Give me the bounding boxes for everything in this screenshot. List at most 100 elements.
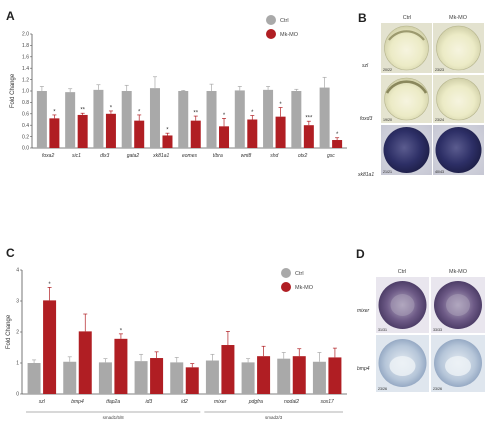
bar [312,361,326,394]
bar [134,120,145,148]
bar [98,362,112,394]
x-tick-label: tfap2a [106,399,120,405]
significance-marker: * [251,110,254,116]
x-tick-label: foxa2 [42,153,54,159]
embryo-count: 23/23 [435,68,444,72]
significance-marker: * [138,109,141,115]
x-tick-label: otx2 [298,153,308,159]
x-tick-label: xk81a1 [152,153,169,159]
group-label: smad2/3 [265,415,283,420]
embryo-count: 23/26 [433,387,442,391]
significance-marker: * [166,128,169,134]
bar [27,363,41,394]
y-tick-label: 1 [16,361,19,367]
embryo-count: 31/31 [378,328,387,332]
embryo-image: 23/24 [433,75,484,123]
x-tick-label: bmp4 [71,399,84,405]
bar [178,91,189,148]
bar [105,113,116,148]
col-label-mk-mo: Mk-MO [449,269,468,275]
panel-letter-d: D [356,247,365,261]
significance-marker: * [279,102,282,108]
bar [93,89,104,148]
bar [319,87,330,148]
x-tick-label: shd [270,153,278,159]
bar [247,119,258,148]
embryo-count: 33/33 [433,328,442,332]
y-tick-label: 3 [16,299,19,305]
x-tick-label: gsc [327,153,335,159]
panel-letter-b: B [358,11,367,25]
legend-label: Mk-MO [295,285,314,291]
bar [332,140,343,148]
y-axis-label: Fold Change [10,73,16,108]
bar [221,345,235,394]
bar [65,92,76,148]
bar [234,90,245,148]
bar [277,358,291,394]
legend-marker [281,268,291,278]
x-tick-label: sic1 [72,153,81,159]
bar [149,88,160,148]
y-tick-label: 1.0 [22,89,29,95]
bar [49,118,60,148]
embryo-count: 23/24 [435,118,444,122]
y-axis-label: Fold Change [6,314,12,349]
x-tick-label: eomes [182,153,198,159]
bar [275,116,286,148]
row-label-bmp4: bmp4 [357,366,370,372]
significance-marker: ** [80,108,85,114]
legend-marker [266,15,276,25]
bar [206,91,217,148]
chart-panel-a: 0.0 0.2 0.4 0.6 0.8 1.0 1.2 1.4 1.6 1.8 2.0 Fold Ch… [10,15,347,159]
embryo-image: 23/23 [433,23,484,73]
y-tick-label: 1.8 [22,43,29,49]
bar [292,356,306,394]
bar [190,120,201,148]
x-tick-label: mixer [214,399,227,405]
y-tick-label: 0.0 [22,146,29,152]
embryo-count: 40/43 [435,170,444,174]
col-label-ctrl: Ctrl [398,269,407,275]
x-tick-label: id2 [181,399,188,405]
bar [78,331,92,394]
row-label-xk81a1: xk81a1 [357,172,374,178]
y-tick-label: 1.4 [22,66,29,72]
embryo-image: 20/22 [381,23,432,73]
bar [150,358,164,394]
embryo-image: 33/33 [431,277,485,333]
in-situ-panel-b: Ctrl Mk-MO szl foxd3 xk81a1 20/22 23/23 … [357,15,484,178]
y-tick-label: 0.4 [22,123,29,129]
y-tick-label: 0.6 [22,112,29,118]
embryo-count: 21/21 [383,170,392,174]
significance-marker: * [336,132,339,138]
bar [114,338,128,394]
bar [43,300,57,394]
bar [263,89,274,148]
panel-letter-a: A [6,9,15,23]
embryo-image: 40/43 [433,125,484,175]
legend-label: Mk-MO [280,32,299,38]
bar [328,357,342,394]
bar [170,362,184,394]
significance-marker: * [48,282,51,288]
x-tick-label: pdgfra [248,399,263,405]
legend-label: Ctrl [280,18,289,24]
row-label-szl: szl [362,63,369,69]
significance-marker: ** [193,111,198,117]
chart-panel-c: 0 1 2 3 4 Fold Change * szl bmp4 * tfap2a id3 id2 mix… [6,268,347,420]
significance-marker: * [223,113,226,119]
x-tick-label: gata2 [127,153,140,159]
bar [121,91,132,148]
significance-marker: *** [305,116,313,122]
bar [77,114,88,148]
bar [291,91,302,148]
x-tick-label: nodal2 [284,399,299,405]
significance-marker: * [53,109,56,115]
x-tick-label: wnt8 [241,153,252,159]
bar [205,360,219,394]
embryo-count: 19/20 [383,118,392,122]
legend-marker [266,29,276,39]
bar [36,91,47,148]
